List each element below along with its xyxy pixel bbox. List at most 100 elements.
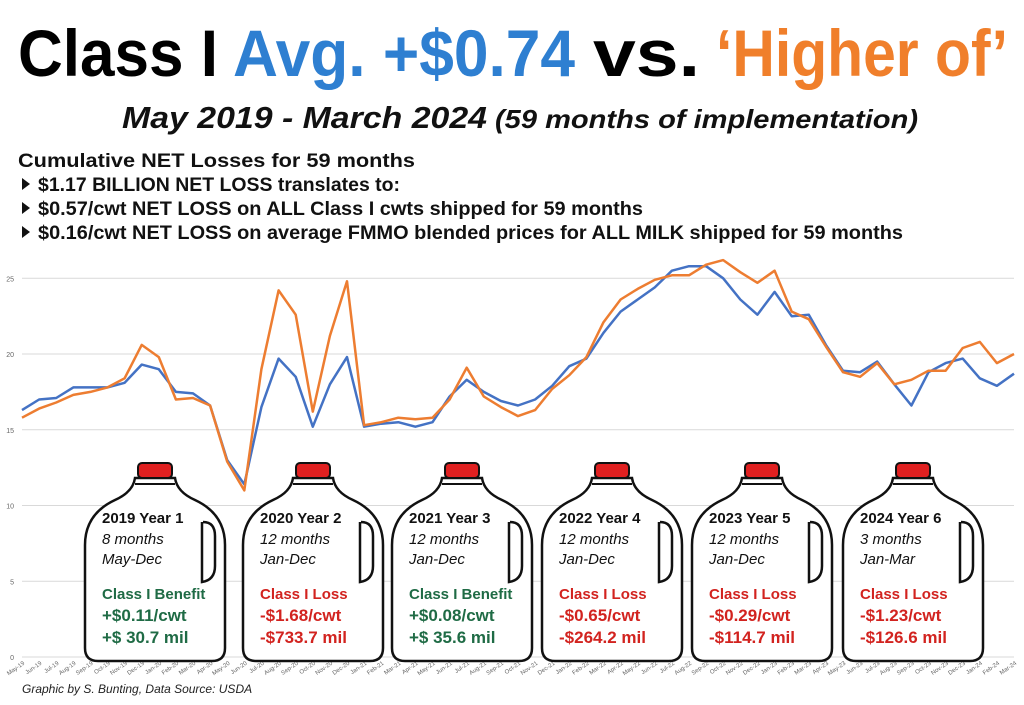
jug-per-cwt: -$0.65/cwt (559, 606, 641, 625)
x-tick-label: Oct-19 (93, 660, 112, 676)
milk-jug: 2023 Year 5 12 months Jan-Dec Class I Loss -… (690, 462, 834, 663)
x-tick-label: Jan-24 (965, 660, 984, 676)
jug-total: -$114.7 mil (709, 628, 795, 647)
notes-heading: Cumulative NET Losses for 59 months (18, 151, 415, 172)
jug-handle (807, 520, 824, 584)
jug-months: 12 months (409, 531, 480, 548)
x-tick-label: Dec-22 (742, 660, 762, 676)
milk-jug: 2019 Year 1 8 months May-Dec Class I Benefi… (83, 462, 227, 663)
x-tick-label: Dec-19 (127, 660, 147, 676)
x-tick-label: Nov-19 (109, 660, 129, 676)
jug-handle (657, 520, 674, 584)
bullet: $0.16/cwt NET LOSS on average FMMO blend… (38, 223, 903, 244)
jug-period: Jan-Dec (708, 551, 765, 568)
x-tick-label: Aug-21 (469, 660, 489, 676)
jug-period: Jan-Mar (859, 551, 916, 568)
y-tick-label: 5 (10, 579, 14, 586)
jug-months: 8 months (102, 531, 164, 548)
jug-body (841, 476, 985, 663)
jug-period: Jan-Dec (558, 551, 615, 568)
bullet-arrow (22, 202, 30, 214)
jug-total: +$ 30.7 mil (102, 628, 188, 647)
jug-per-cwt: -$1.23/cwt (860, 606, 942, 625)
jug-per-cwt: -$0.29/cwt (709, 606, 791, 625)
x-tick-label: Aug-23 (879, 660, 899, 676)
jug-result: Class I Loss (559, 586, 647, 603)
jug-cap (594, 462, 630, 479)
x-tick-label: Jun-22 (640, 660, 659, 676)
jug-body (241, 476, 385, 663)
milk-jug: 2020 Year 2 12 months Jan-Dec Class I Loss -… (241, 462, 385, 663)
jug-result: Class I Loss (260, 586, 348, 603)
x-tick-label: Sep-23 (896, 660, 916, 676)
jug-result: Class I Loss (860, 586, 948, 603)
x-tick-label: Oct-21 (504, 660, 523, 676)
jug-cap (444, 462, 480, 479)
jug-handle (507, 520, 524, 584)
x-tick-label: Oct-22 (709, 660, 728, 676)
x-tick-label: Feb-24 (982, 660, 1002, 676)
x-tick-label: May-22 (622, 660, 642, 677)
jug-cap (744, 462, 780, 479)
jug-body (83, 476, 227, 663)
x-tick-label: Jan-21 (350, 660, 369, 676)
jug-per-cwt: +$0.11/cwt (102, 606, 187, 625)
subtitle-note: (59 months of implementation) (495, 104, 918, 134)
x-tick-label: May-19 (6, 660, 26, 677)
x-tick-label: Jan-20 (144, 660, 163, 676)
y-tick-label: 0 (10, 655, 14, 662)
jug-body (390, 476, 534, 663)
x-tick-label: Aug-22 (674, 660, 694, 676)
bullet: $1.17 BILLION NET LOSS translates to: (38, 175, 400, 196)
x-tick-label: Sep-20 (281, 660, 301, 676)
jug-per-cwt: -$1.68/cwt (260, 606, 342, 625)
jug-cap (295, 462, 331, 479)
jug-cap (137, 462, 173, 479)
x-tick-label: Feb-23 (777, 660, 797, 676)
jug-title: 2022 Year 4 (559, 510, 641, 527)
x-tick-label: Aug-20 (263, 660, 283, 676)
jug-title: 2020 Year 2 (260, 510, 341, 527)
footer: Graphic by S. Bunting, Data Source: USDA (22, 682, 252, 696)
x-tick-label: Dec-21 (537, 660, 557, 676)
x-tick-label: Mar-21 (383, 660, 403, 676)
x-tick-label: Sep-19 (75, 660, 95, 676)
x-tick-label: Dec-20 (332, 660, 352, 676)
jug-body (540, 476, 684, 663)
jug-handle (358, 520, 375, 584)
jug-per-cwt: +$0.08/cwt (409, 606, 495, 625)
x-tick-label: Oct-23 (914, 660, 933, 676)
jug-months: 12 months (709, 531, 780, 548)
milk-jug: 2024 Year 6 3 months Jan-Mar Class I Loss -$… (841, 462, 985, 663)
x-tick-label: Nov-22 (725, 660, 745, 676)
x-tick-label: Feb-22 (572, 660, 592, 676)
x-tick-label: Mar-23 (794, 660, 814, 676)
jug-period: May-Dec (102, 551, 163, 568)
jug-months: 12 months (559, 531, 630, 548)
series-line (21, 264, 1015, 486)
jug-title: 2019 Year 1 (102, 510, 183, 527)
jug-cap (895, 462, 931, 479)
x-tick-label: Nov-21 (520, 660, 540, 676)
x-tick-label: Jun-21 (435, 660, 454, 676)
jug-result: Class I Loss (709, 586, 797, 603)
x-tick-label: Nov-23 (930, 660, 950, 676)
title-part: Class I (18, 16, 218, 90)
jug-total: +$ 35.6 mil (409, 628, 495, 647)
y-tick-label: 20 (6, 352, 14, 359)
x-tick-label: Jun-20 (230, 660, 249, 676)
x-tick-label: May-21 (417, 660, 437, 677)
x-tick-label: Dec-23 (948, 660, 968, 676)
jug-months: 3 months (860, 531, 922, 548)
jug-total: -$126.6 mil (860, 628, 947, 647)
y-tick-label: 25 (6, 276, 14, 283)
jug-title: 2024 Year 6 (860, 510, 941, 527)
x-tick-label: Mar-24 (999, 660, 1019, 676)
x-tick-label: May-20 (212, 660, 232, 677)
jug-period: Jan-Dec (408, 551, 465, 568)
milk-jug: 2021 Year 3 12 months Jan-Dec Class I Benef… (390, 462, 534, 663)
bullet-arrow (22, 178, 30, 190)
x-tick-label: Jan-23 (760, 660, 779, 676)
